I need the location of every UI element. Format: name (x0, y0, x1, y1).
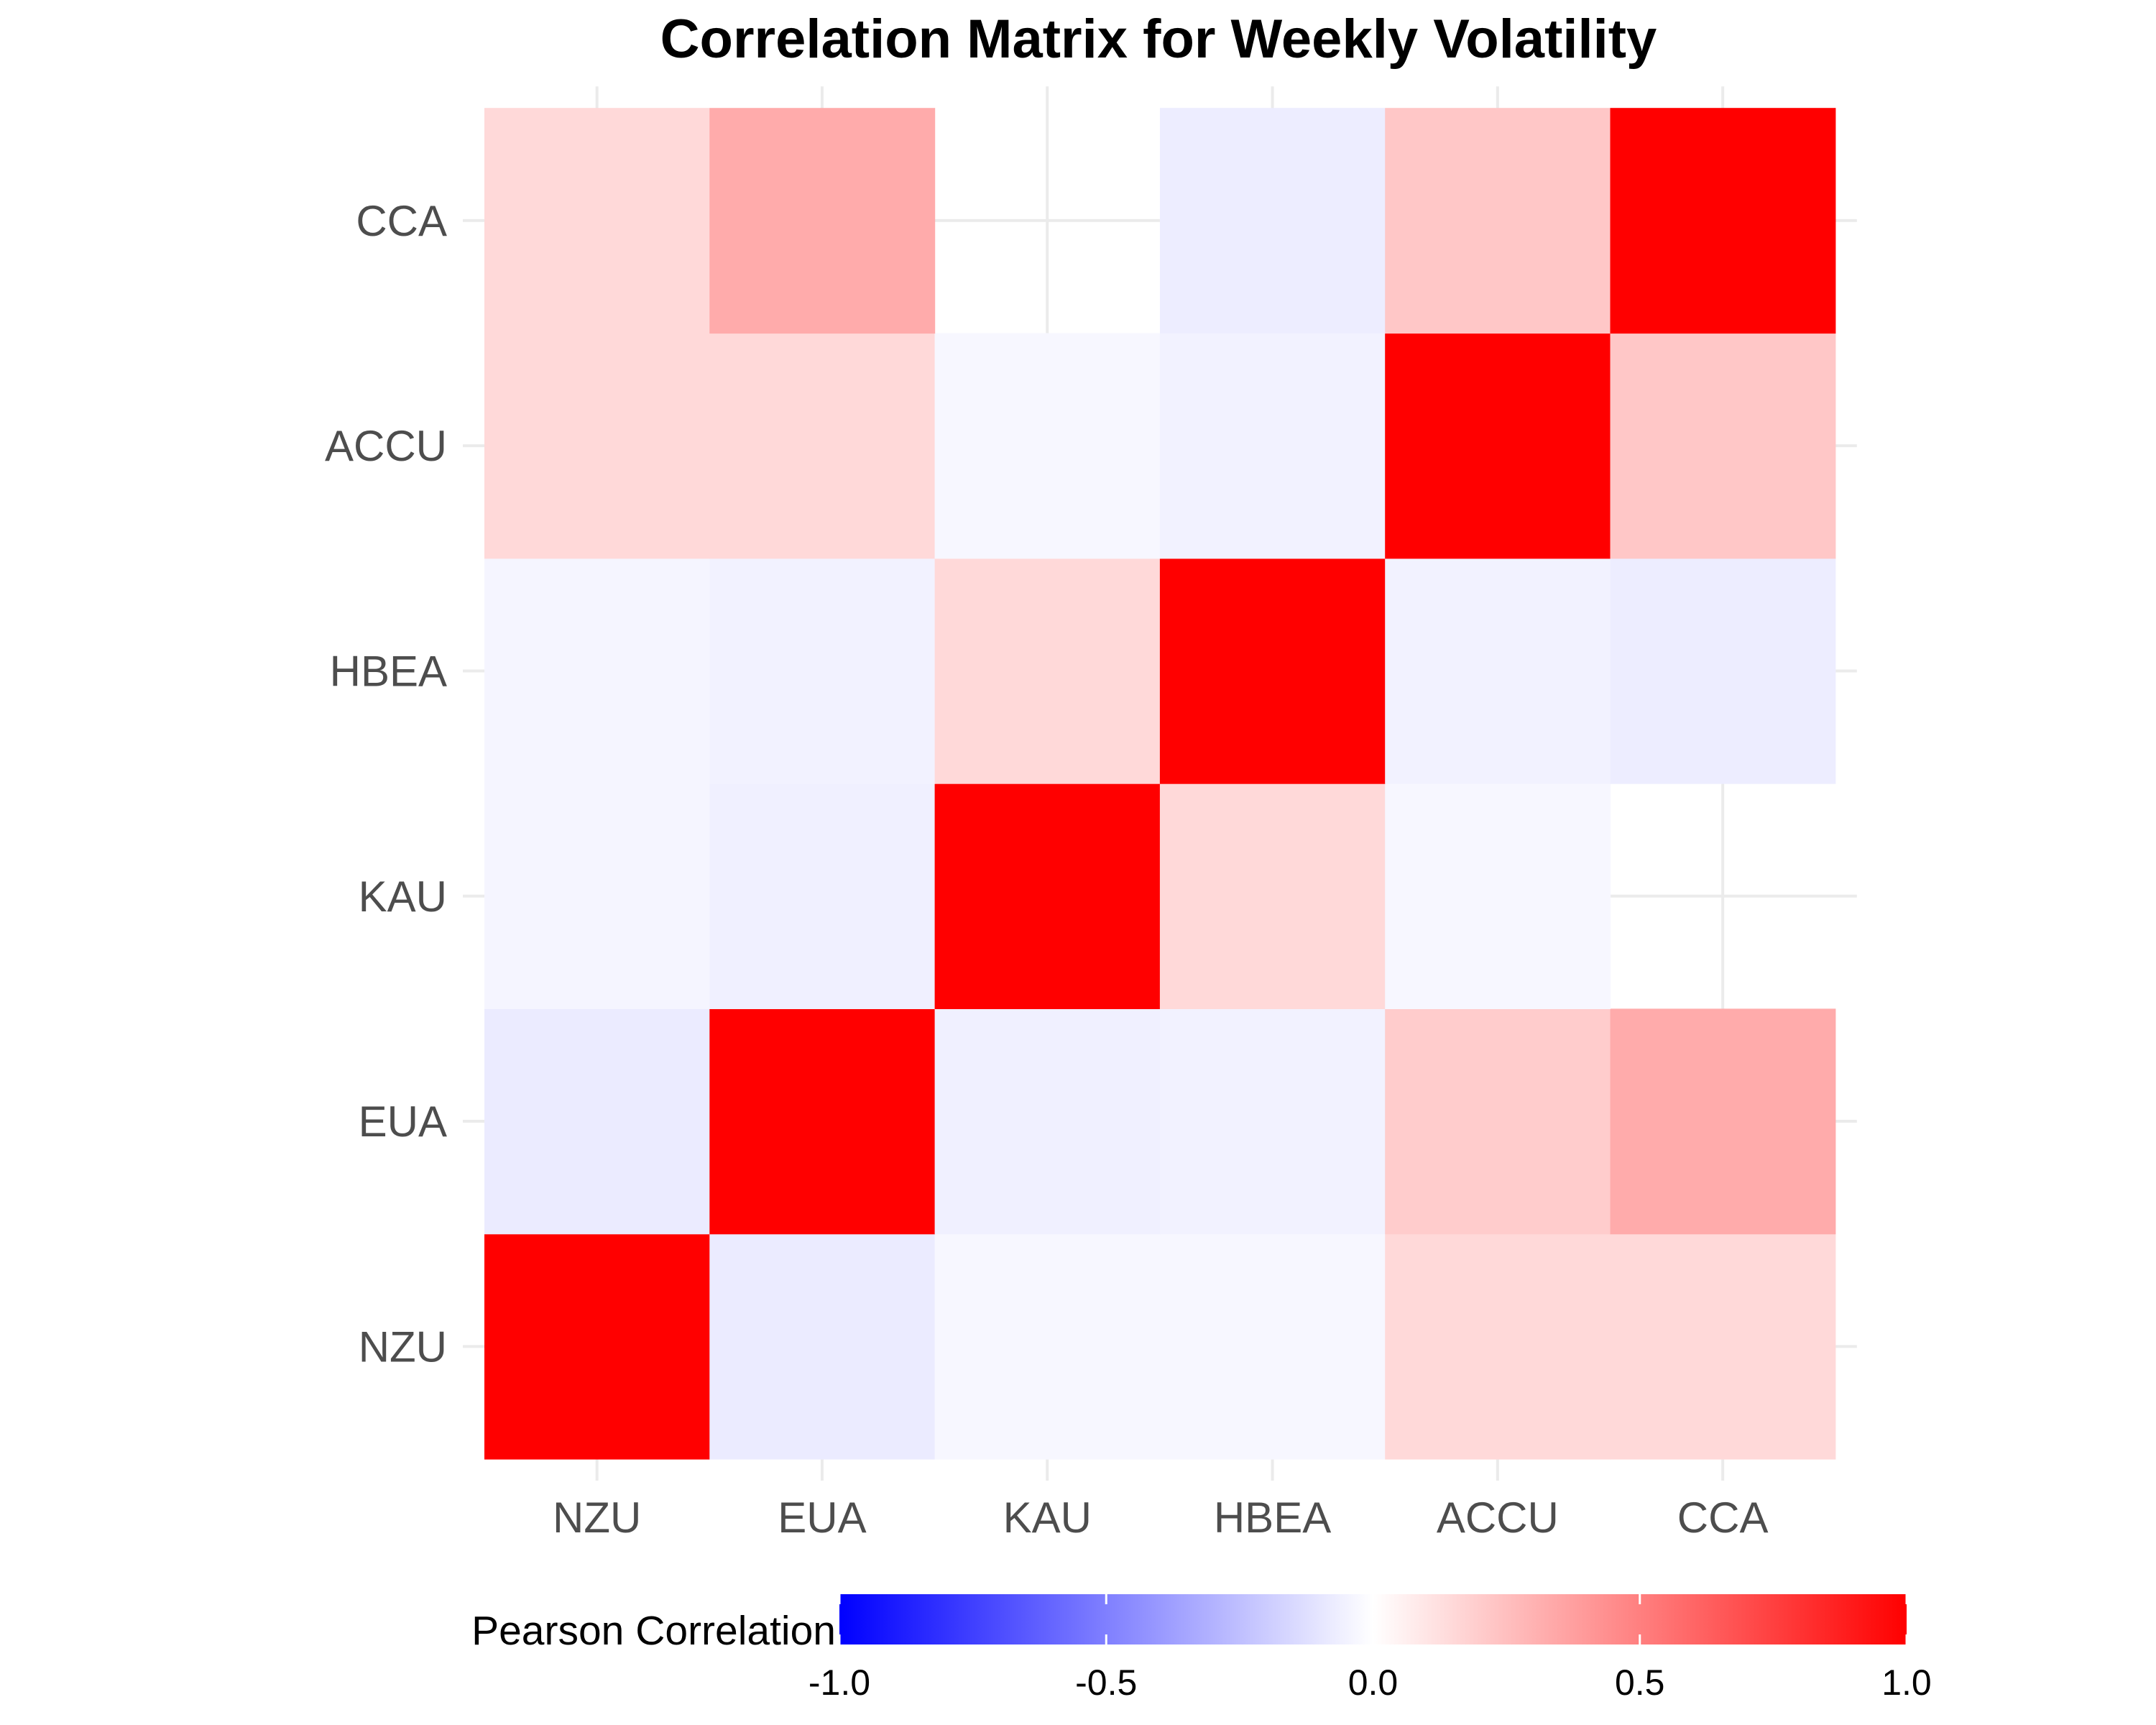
heatmap-cell-accu-hbea (1159, 333, 1386, 559)
heatmap-cell-accu-accu (1385, 333, 1611, 559)
x-tick-label: KAU (1003, 1494, 1092, 1542)
legend: Pearson Correlation -1.0 -0.5 0.0 0.5 1.0 (471, 1594, 1932, 1703)
heatmap-cell-cca-nzu (484, 108, 710, 334)
heatmap-cell-nzu-cca (1610, 1233, 1836, 1460)
heatmap-cell-hbea-eua (709, 558, 936, 784)
heatmap-cell-accu-nzu (484, 333, 710, 559)
legend-tick-label: 0.0 (1348, 1662, 1399, 1703)
heatmap-cell-eua-hbea (1159, 1008, 1386, 1235)
y-tick-label: HBEA (330, 647, 447, 695)
heatmap-cell-nzu-eua (709, 1233, 936, 1460)
legend-tick-label: 0.5 (1615, 1662, 1665, 1703)
x-axis: NZU EUA KAU HBEA ACCU CCA (553, 1494, 1768, 1542)
heatmap-cell-kau-accu (1385, 783, 1611, 1009)
heatmap-cell-hbea-cca (1610, 558, 1836, 784)
x-tick-label: CCA (1677, 1494, 1769, 1542)
heatmap-cell-accu-kau (934, 333, 1161, 559)
y-tick-label: NZU (359, 1322, 447, 1371)
x-tick-label: NZU (553, 1494, 641, 1542)
heatmap-cell-hbea-hbea (1159, 558, 1386, 784)
heatmap-cell-kau-nzu (484, 783, 710, 1009)
heatmap-cell-accu-cca (1610, 333, 1836, 559)
y-tick-label: KAU (359, 873, 447, 921)
chart-title: Correlation Matrix for Weekly Volatility (660, 9, 1657, 70)
heatmap-cell-cca-eua (709, 108, 936, 334)
heatmap-cell-cca-hbea (1159, 108, 1386, 334)
heatmap-cell-eua-kau (934, 1008, 1161, 1235)
heatmap-cell-eua-accu (1385, 1008, 1611, 1235)
heatmap-cell-nzu-kau (934, 1233, 1161, 1460)
heatmap-cell-nzu-accu (1385, 1233, 1611, 1460)
heatmap-cell-kau-hbea (1159, 783, 1386, 1009)
legend-tick-label: 1.0 (1881, 1662, 1932, 1703)
heatmap-cell-accu-eua (709, 333, 936, 559)
heatmap-cell-cca-cca (1610, 108, 1836, 334)
heatmap-cell-hbea-kau (934, 558, 1161, 784)
legend-tick-label: -1.0 (808, 1662, 870, 1703)
heatmap-cell-kau-eua (709, 783, 936, 1009)
heatmap-cell-kau-kau (934, 783, 1161, 1009)
cell-layer (484, 108, 1836, 1460)
x-tick-label: ACCU (1437, 1494, 1559, 1542)
legend-tick-label: -0.5 (1075, 1662, 1137, 1703)
heatmap-cell-hbea-accu (1385, 558, 1611, 784)
heatmap-cell-nzu-nzu (484, 1233, 710, 1460)
x-tick-label: HBEA (1214, 1494, 1331, 1542)
heatmap-cell-eua-eua (709, 1008, 936, 1235)
y-tick-label: CCA (356, 197, 447, 245)
heatmap-cell-eua-nzu (484, 1008, 710, 1235)
y-tick-label: ACCU (325, 422, 447, 470)
legend-ticks: -1.0 -0.5 0.0 0.5 1.0 (808, 1594, 1932, 1703)
x-tick-label: EUA (778, 1494, 866, 1542)
heatmap-cell-eua-cca (1610, 1008, 1836, 1235)
heatmap-cell-cca-accu (1385, 108, 1611, 334)
heatmap-cell-hbea-nzu (484, 558, 710, 784)
y-axis: NZU EUA KAU HBEA ACCU CCA (325, 197, 447, 1371)
legend-title: Pearson Correlation (471, 1608, 836, 1654)
heatmap-cell-nzu-hbea (1159, 1233, 1386, 1460)
y-tick-label: EUA (359, 1098, 447, 1146)
